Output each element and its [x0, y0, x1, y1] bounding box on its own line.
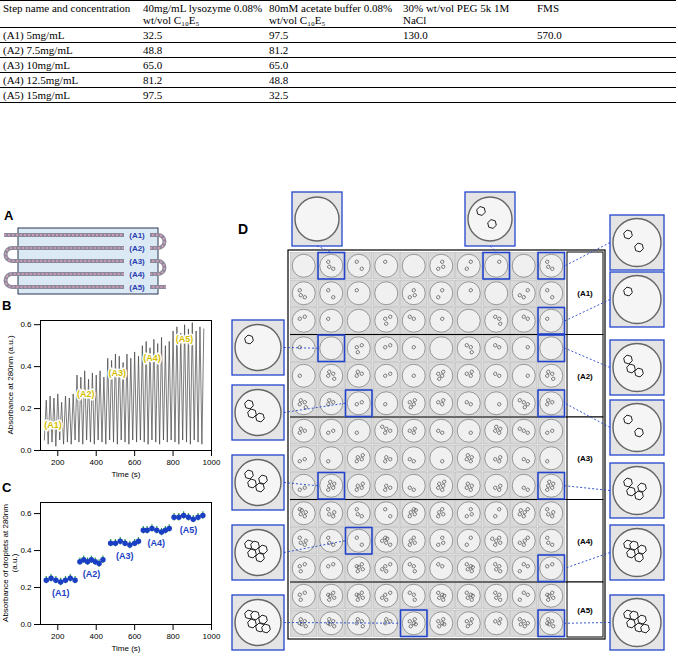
svg-text:400: 400 — [90, 632, 104, 641]
svg-text:(A1): (A1) — [577, 289, 593, 298]
html-text:(A1) 5mg/mL: (A1) 5mg/mL — [3, 29, 65, 41]
html-text:(A5) 15mg/mL: (A5) 15mg/mL — [3, 89, 70, 101]
svg-text:200: 200 — [51, 632, 65, 641]
html-text:570.0: 570.0 — [537, 29, 562, 41]
svg-text:0.6: 0.6 — [20, 509, 32, 518]
html-text:40mg/mL lysozyme 0.08% wt/vol: 40mg/mL lysozyme 0.08% wt/vol C₁₀E₅ — [143, 2, 263, 26]
svg-text:(A1): (A1) — [52, 588, 70, 598]
html-text:Absorbance at 280nm (a.u.): Absorbance at 280nm (a.u.) — [5, 335, 15, 435]
html-text:(A3) 10mg/mL: (A3) 10mg/mL — [3, 59, 70, 71]
svg-text:(A4): (A4) — [577, 537, 593, 546]
html-text:30% wt/vol PEG 5k 1M NaCl: 30% wt/vol PEG 5k 1M NaCl — [403, 2, 510, 26]
svg-text:(A2): (A2) — [577, 372, 593, 381]
svg-text:400: 400 — [90, 458, 104, 467]
svg-text:(A5): (A5) — [180, 525, 198, 535]
svg-text:(A3): (A3) — [116, 551, 134, 561]
html-text:130.0: 130.0 — [403, 29, 428, 41]
html-text:Absorbance of droplets at 280n: Absorbance of droplets at 280nm (a.u.) — [1, 504, 19, 622]
html-text:(A4) 12.5mg/mL: (A4) 12.5mg/mL — [3, 74, 79, 86]
svg-text:(A2): (A2) — [83, 569, 101, 579]
svg-text:0.0: 0.0 — [20, 620, 32, 629]
svg-text:0.2: 0.2 — [20, 583, 32, 592]
svg-text:1000: 1000 — [203, 458, 221, 467]
svg-text:0.6: 0.6 — [20, 320, 32, 329]
svg-text:0.4: 0.4 — [20, 546, 32, 555]
svg-text:0.4: 0.4 — [20, 362, 32, 371]
html-text:Step name and concentration: Step name and concentration — [3, 2, 131, 14]
svg-text:A: A — [4, 208, 14, 223]
svg-text:(A4): (A4) — [143, 353, 161, 363]
svg-text:(A4): (A4) — [147, 538, 165, 548]
svg-text:Time (s): Time (s) — [111, 470, 140, 479]
html-text:65.0: 65.0 — [143, 59, 163, 71]
html-text:FMS: FMS — [537, 2, 559, 14]
svg-text:(A4): (A4) — [129, 270, 145, 279]
svg-text:800: 800 — [166, 632, 180, 641]
svg-text:(A1): (A1) — [44, 420, 62, 430]
html-text:80mM acetate buffer 0.08% wt/v: 80mM acetate buffer 0.08% wt/vol C₁₀E₅ — [269, 2, 393, 26]
html-text:97.5: 97.5 — [143, 89, 163, 101]
svg-text:600: 600 — [128, 632, 142, 641]
html-text:81.2: 81.2 — [269, 44, 289, 56]
html-text:97.5: 97.5 — [269, 29, 289, 41]
svg-text:0.0: 0.0 — [20, 446, 32, 455]
svg-text:800: 800 — [166, 458, 180, 467]
html-text:48.8: 48.8 — [143, 44, 163, 56]
svg-text:C: C — [2, 480, 12, 495]
svg-text:(A1): (A1) — [129, 231, 145, 240]
svg-text:1000: 1000 — [203, 632, 221, 641]
svg-text:(A2): (A2) — [77, 389, 95, 399]
html-text:32.5: 32.5 — [269, 89, 289, 101]
html-text:32.5: 32.5 — [143, 29, 163, 41]
svg-text:Time (s): Time (s) — [111, 644, 140, 653]
svg-text:(A3): (A3) — [129, 257, 145, 266]
svg-text:(A3): (A3) — [577, 454, 593, 463]
html-text:(A2) 7.5mg/mL: (A2) 7.5mg/mL — [3, 44, 73, 56]
svg-text:(A3): (A3) — [109, 368, 127, 378]
svg-text:0.2: 0.2 — [20, 404, 32, 413]
html-text:81.2: 81.2 — [143, 74, 163, 86]
svg-text:(A5): (A5) — [577, 606, 593, 615]
svg-text:600: 600 — [128, 458, 142, 467]
svg-text:200: 200 — [51, 458, 65, 467]
html-text:48.8: 48.8 — [269, 74, 289, 86]
svg-text:(A2): (A2) — [129, 244, 145, 253]
svg-text:B: B — [2, 298, 11, 313]
html-text:65.0: 65.0 — [269, 59, 289, 71]
svg-text:(A5): (A5) — [176, 334, 194, 344]
svg-text:(A5): (A5) — [129, 283, 145, 292]
svg-text:D: D — [238, 221, 248, 237]
